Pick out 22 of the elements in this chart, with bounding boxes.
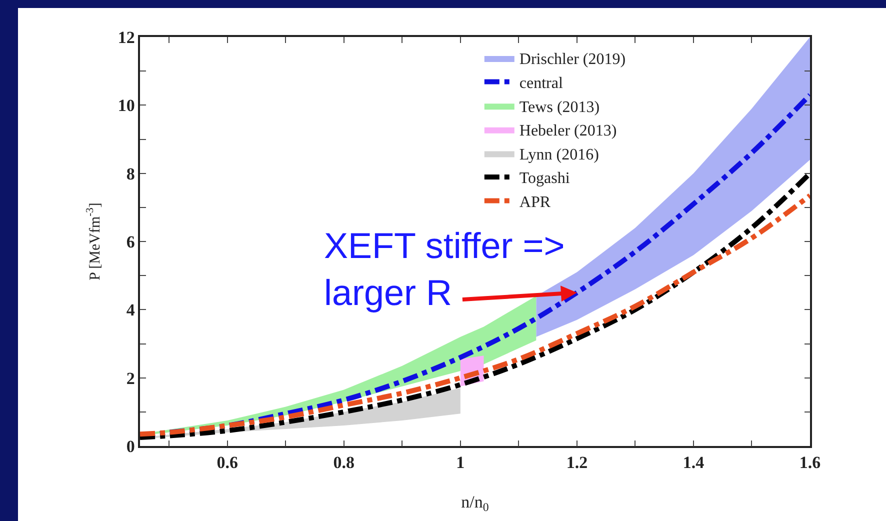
y-tick-label: 8 bbox=[126, 164, 135, 184]
x-tick-label: 0.8 bbox=[333, 453, 355, 472]
y-tick-label: 6 bbox=[126, 232, 135, 252]
legend-label: Hebeler (2013) bbox=[519, 122, 617, 140]
x-tick-label: 1.6 bbox=[799, 453, 821, 472]
x-axis-title: n/n$_{0}$ bbox=[461, 492, 489, 514]
legend-label: Drischler (2019) bbox=[519, 51, 626, 68]
y-tick-label: 4 bbox=[126, 300, 136, 320]
y-tick-label: 0 bbox=[126, 436, 135, 456]
legend-label: Togashi bbox=[519, 170, 570, 188]
y-tick-label: 10 bbox=[118, 96, 135, 116]
y-tick-label: 12 bbox=[118, 28, 135, 47]
legend-label: APR bbox=[519, 194, 551, 212]
x-tick-label: 1.4 bbox=[682, 453, 705, 472]
legend-label: Lynn (2016) bbox=[519, 146, 599, 164]
annotation: XEFT stiffer => larger R bbox=[324, 225, 565, 313]
legend-label: Tews (2013) bbox=[519, 98, 600, 116]
y-tick-label: 2 bbox=[126, 368, 135, 388]
x-tick-label: 1 bbox=[456, 453, 465, 472]
legend-label: central bbox=[519, 75, 564, 92]
x-tick-label: 1.2 bbox=[566, 453, 588, 472]
x-tick-label: 0.6 bbox=[216, 453, 238, 472]
